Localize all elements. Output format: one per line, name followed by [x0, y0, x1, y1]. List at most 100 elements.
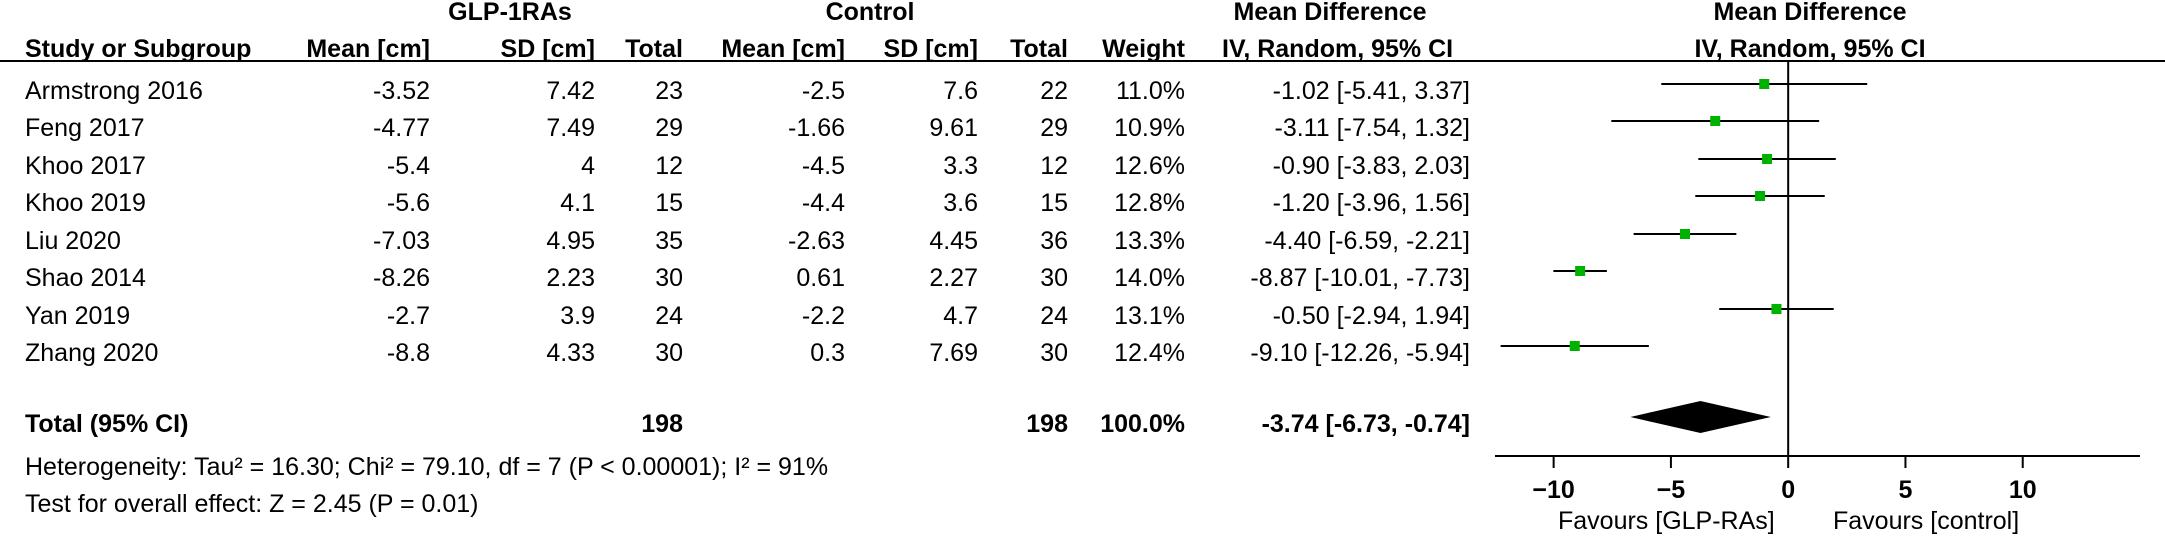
md-table-header: Mean Difference: [1233, 0, 1427, 26]
weight: 12.6%: [1114, 152, 1185, 180]
weight: 12.4%: [1114, 339, 1185, 367]
ctl-mean: 0.61: [796, 264, 845, 292]
weight: 14.0%: [1114, 264, 1185, 292]
ctl-mean: -2.2: [801, 302, 845, 330]
point-marker: [1575, 266, 1586, 276]
exp-total: 12: [655, 152, 683, 180]
exp-total: 23: [655, 77, 683, 105]
x-tick-label: 10: [2009, 476, 2037, 504]
total-label: Total (95% CI): [25, 410, 189, 438]
control-group-header: Control: [825, 0, 915, 26]
ctl-total: 29: [1040, 114, 1068, 142]
total-ctl: 198: [1026, 410, 1068, 438]
exp-total: 35: [655, 227, 683, 255]
study-name: Khoo 2017: [25, 152, 146, 180]
ctl-mean: 0.3: [810, 339, 845, 367]
ctl-sd: 9.61: [929, 114, 978, 142]
exp-mean: -2.7: [386, 302, 430, 330]
x-tick-label: 0: [1781, 476, 1795, 504]
point-marker: [1755, 191, 1766, 201]
total-exp: 198: [641, 410, 683, 438]
col-exp-total: Total: [625, 35, 683, 63]
md-ci: -1.20 [-3.96, 1.56]: [1272, 189, 1470, 217]
col-plot-method: IV, Random, 95% CI: [1694, 35, 1926, 63]
ctl-sd: 3.6: [943, 189, 978, 217]
md-plot-header: Mean Difference: [1713, 0, 1907, 26]
exp-mean: -3.52: [373, 77, 430, 105]
weight: 10.9%: [1114, 114, 1185, 142]
exp-sd: 2.23: [546, 264, 595, 292]
point-marker: [1759, 79, 1770, 89]
total-ci: -3.74 [-6.73, -0.74]: [1261, 410, 1470, 438]
ctl-sd: 4.45: [929, 227, 978, 255]
ctl-mean: -1.66: [788, 114, 845, 142]
exp-mean: -4.77: [373, 114, 430, 142]
ctl-mean: -4.5: [801, 152, 845, 180]
header-rule: [0, 60, 2165, 62]
col-exp-mean: Mean [cm]: [306, 35, 430, 63]
weight: 11.0%: [1115, 77, 1185, 105]
study-name: Armstrong 2016: [25, 77, 203, 105]
exp-total: 30: [655, 339, 683, 367]
ctl-sd: 4.7: [943, 302, 978, 330]
col-ctl-mean: Mean [cm]: [721, 35, 845, 63]
col-weight: Weight: [1102, 35, 1185, 63]
point-marker: [1710, 116, 1721, 126]
x-tick-label: −5: [1657, 476, 1686, 504]
pooled-diamond: [1630, 401, 1771, 433]
md-ci: -9.10 [-12.26, -5.94]: [1250, 339, 1470, 367]
col-study: Study or Subgroup: [25, 35, 252, 63]
ctl-sd: 2.27: [929, 264, 978, 292]
ctl-total: 30: [1040, 339, 1068, 367]
overall-effect-text: Test for overall effect: Z = 2.45 (P = 0…: [25, 490, 479, 518]
exp-sd: 7.42: [546, 77, 595, 105]
exp-sd: 4: [581, 152, 595, 180]
experimental-group-header: GLP-1RAs: [448, 0, 572, 26]
point-marker: [1771, 304, 1782, 314]
point-marker: [1569, 341, 1580, 351]
study-name: Liu 2020: [25, 227, 121, 255]
ctl-sd: 7.69: [929, 339, 978, 367]
exp-sd: 3.9: [560, 302, 595, 330]
col-ctl-sd: SD [cm]: [883, 35, 978, 63]
md-ci: -3.11 [-7.54, 1.32]: [1274, 114, 1471, 142]
ctl-total: 12: [1040, 152, 1068, 180]
ctl-mean: -2.63: [788, 227, 845, 255]
col-md-method: IV, Random, 95% CI: [1222, 35, 1454, 63]
ctl-total: 24: [1040, 302, 1068, 330]
md-ci: -4.40 [-6.59, -2.21]: [1264, 227, 1470, 255]
ctl-mean: -4.4: [801, 189, 845, 217]
exp-sd: 4.95: [546, 227, 595, 255]
col-exp-sd: SD [cm]: [500, 35, 595, 63]
study-name: Shao 2014: [25, 264, 146, 292]
ctl-total: 22: [1040, 77, 1068, 105]
exp-sd: 4.1: [560, 189, 595, 217]
study-name: Yan 2019: [25, 302, 131, 330]
point-marker: [1679, 229, 1690, 239]
exp-sd: 4.33: [546, 339, 595, 367]
md-ci: -1.02 [-5.41, 3.37]: [1272, 77, 1470, 105]
total-weight: 100.0%: [1100, 410, 1185, 438]
weight: 12.8%: [1114, 189, 1185, 217]
ctl-mean: -2.5: [801, 77, 845, 105]
study-name: Khoo 2019: [25, 189, 146, 217]
favours-right-label: Favours [control]: [1833, 507, 2020, 535]
study-name: Feng 2017: [25, 114, 145, 142]
exp-total: 30: [655, 264, 683, 292]
exp-sd: 7.49: [546, 114, 595, 142]
heterogeneity-text: Heterogeneity: Tau² = 16.30; Chi² = 79.1…: [25, 453, 829, 481]
point-marker: [1762, 154, 1773, 164]
exp-mean: -8.8: [386, 339, 430, 367]
exp-total: 15: [655, 189, 683, 217]
ctl-sd: 3.3: [943, 152, 978, 180]
ctl-total: 15: [1040, 189, 1068, 217]
md-ci: -0.90 [-3.83, 2.03]: [1272, 152, 1470, 180]
x-tick-label: −10: [1532, 476, 1574, 504]
exp-mean: -5.6: [386, 189, 430, 217]
md-ci: -8.87 [-10.01, -7.73]: [1250, 264, 1470, 292]
exp-total: 29: [655, 114, 683, 142]
exp-total: 24: [655, 302, 683, 330]
exp-mean: -5.4: [386, 152, 430, 180]
favours-left-label: Favours [GLP-RAs]: [1558, 507, 1775, 535]
md-ci: -0.50 [-2.94, 1.94]: [1272, 302, 1470, 330]
